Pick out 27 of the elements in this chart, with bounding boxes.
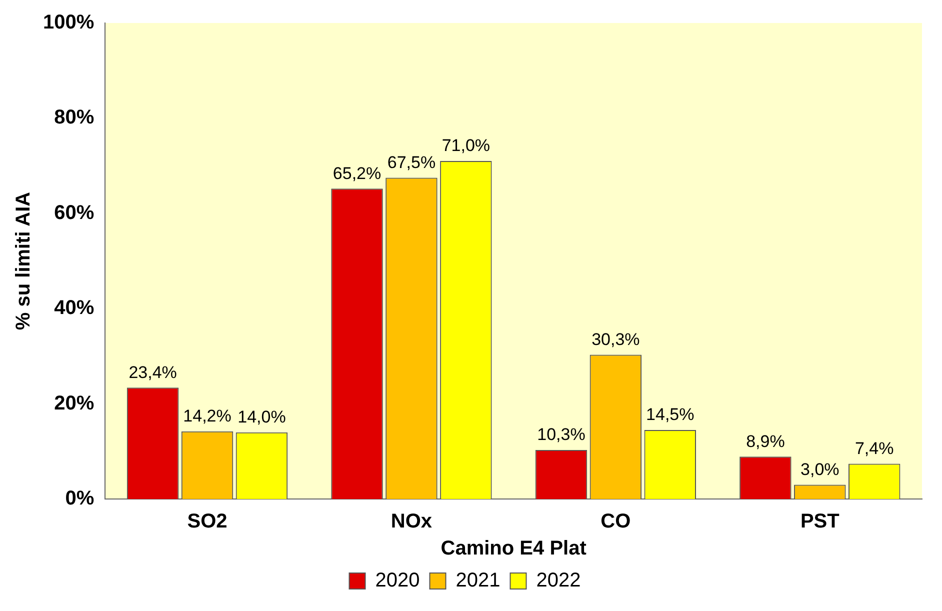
- data-label: 7,4%: [854, 438, 894, 458]
- data-label: 8,9%: [746, 432, 785, 451]
- y-tick-label: 0%: [65, 488, 94, 510]
- data-label: 14,5%: [646, 405, 694, 424]
- x-tick-label: SO2: [187, 510, 228, 533]
- x-axis-title: Camino E4 Plat: [440, 538, 587, 560]
- y-tick-label: 60%: [54, 202, 94, 224]
- data-label: 30,3%: [592, 330, 640, 349]
- y-tick-label: 20%: [54, 392, 94, 414]
- y-tick-label: 100%: [42, 12, 94, 34]
- data-label: 14,0%: [238, 408, 286, 427]
- x-tick-label: NOx: [390, 510, 432, 533]
- legend-label: 2021: [456, 570, 500, 592]
- data-label: 67,5%: [387, 152, 436, 172]
- data-label: 23,4%: [128, 362, 177, 382]
- x-tick-label: CO: [600, 510, 631, 533]
- data-label: 65,2%: [332, 164, 382, 183]
- data-label: 71,0%: [442, 136, 490, 156]
- y-axis-title: % su limiti AIA: [12, 192, 35, 330]
- data-label: 3,0%: [800, 460, 840, 479]
- legend-label: 2022: [536, 570, 581, 592]
- legend-label: 2020: [375, 570, 420, 592]
- y-tick-label: 40%: [54, 297, 94, 320]
- data-label: 14,2%: [183, 406, 232, 426]
- y-tick-label: 80%: [54, 106, 94, 129]
- data-label: 10,3%: [537, 425, 586, 444]
- x-tick-label: PST: [800, 510, 840, 533]
